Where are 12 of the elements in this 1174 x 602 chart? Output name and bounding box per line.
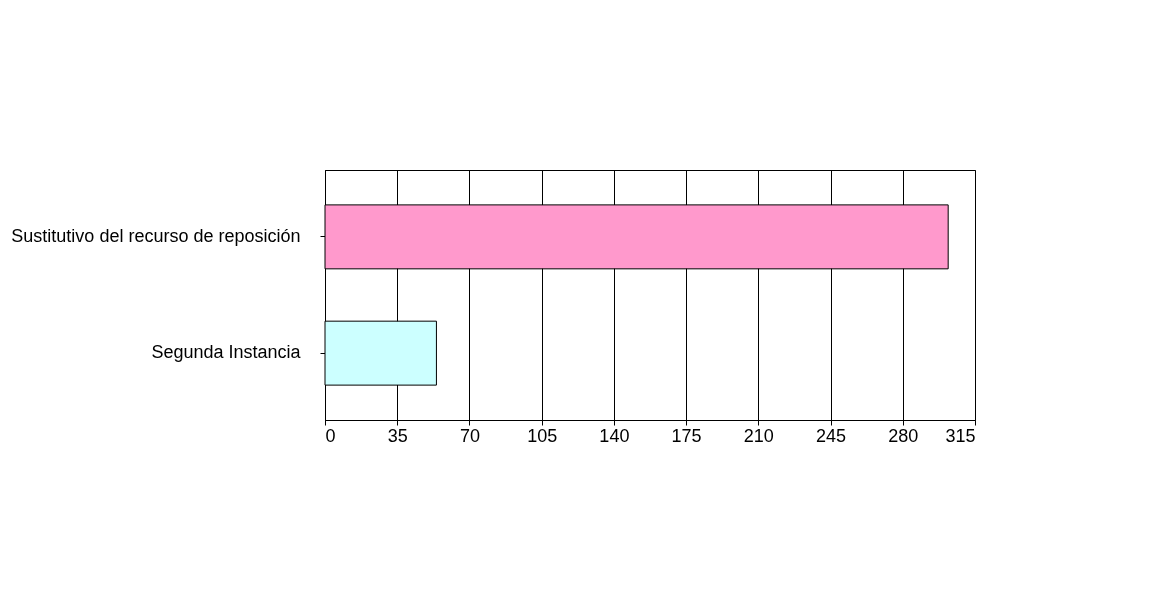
x-tick-label: 315 xyxy=(945,425,976,446)
x-tick-label: 210 xyxy=(743,425,774,446)
x-tick-label: 105 xyxy=(527,425,558,446)
x-tick-label: 140 xyxy=(599,425,630,446)
x-tick-label: 280 xyxy=(888,425,919,446)
x-tick-label: 70 xyxy=(459,425,480,446)
x-tick-label: 245 xyxy=(816,425,847,446)
x-tick-label: 175 xyxy=(671,425,702,446)
x-tick-label: 35 xyxy=(387,425,408,446)
y-tick-label: Sustitutivo del recurso de reposición xyxy=(11,225,301,246)
y-tick-label: Segunda Instancia xyxy=(151,342,302,363)
x-tick-label: 0 xyxy=(325,425,336,446)
